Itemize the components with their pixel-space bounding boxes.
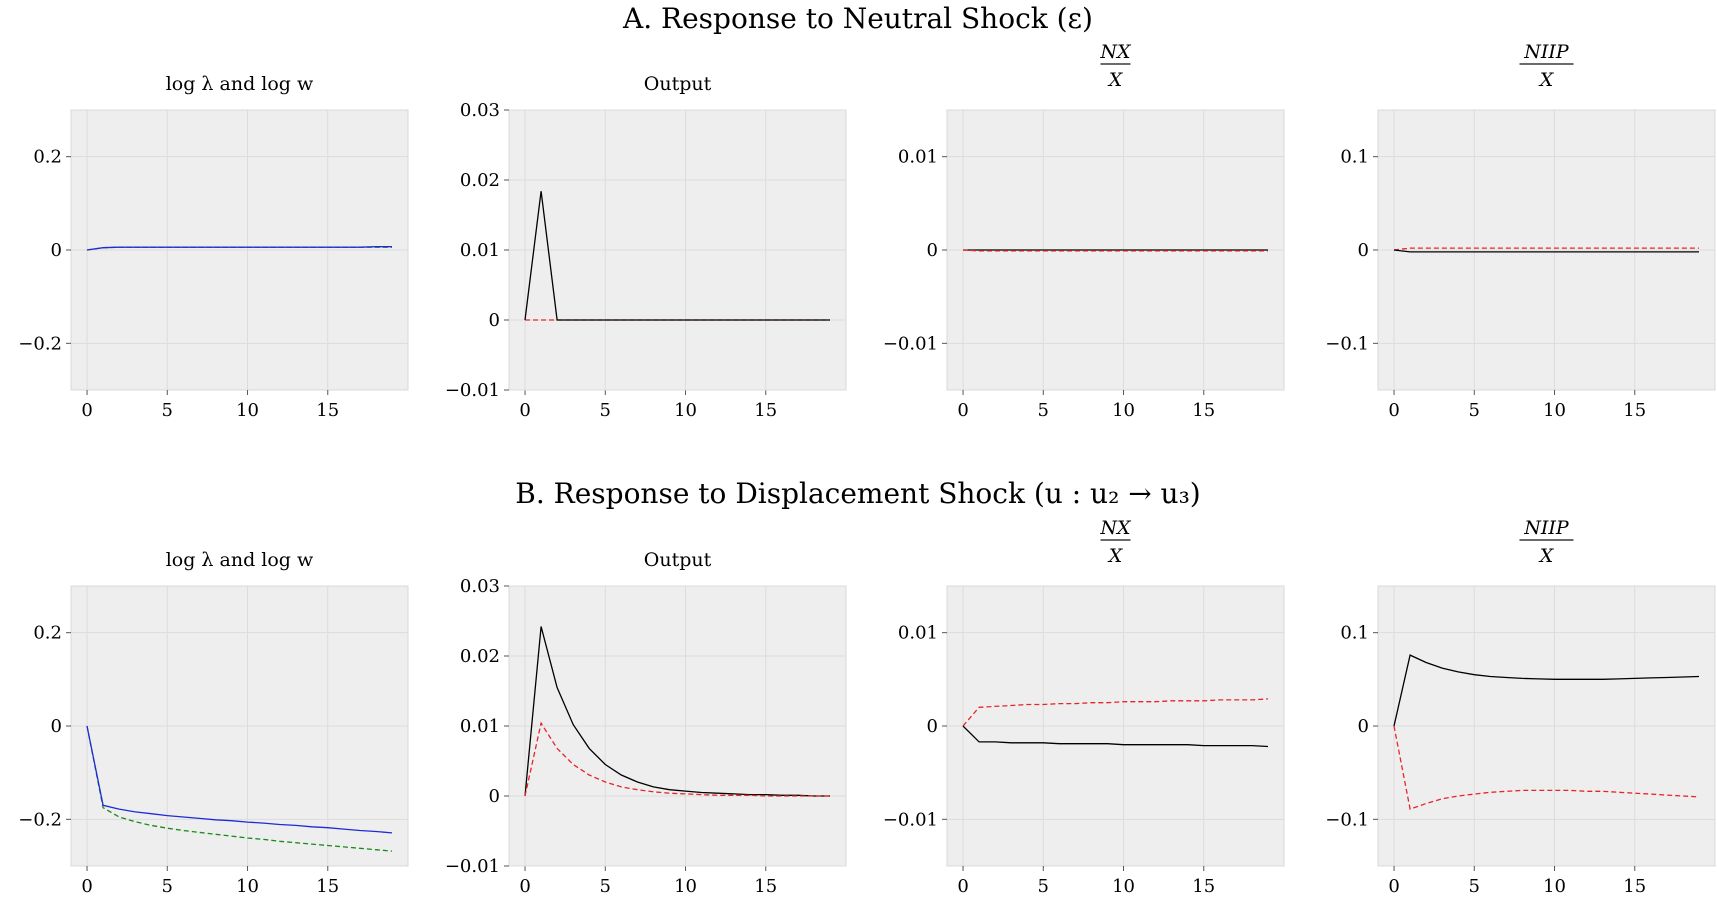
x-tick-label: 15 bbox=[1623, 876, 1646, 897]
x-tick-label: 15 bbox=[1623, 400, 1646, 421]
y-tick-label: 0.1 bbox=[1340, 147, 1369, 168]
panel-title-numerator: NX bbox=[1099, 41, 1132, 63]
x-tick-label: 15 bbox=[754, 400, 777, 421]
y-tick-label: 0 bbox=[51, 240, 62, 261]
x-tick-label: 10 bbox=[236, 400, 259, 421]
y-tick-label: 0 bbox=[489, 310, 500, 331]
chart-panel: 0 5 10 15 0.01 0 −0.01 NX X bbox=[883, 517, 1285, 897]
x-tick-label: 15 bbox=[1192, 400, 1215, 421]
series-line-blue bbox=[86, 725, 393, 834]
x-tick-label: 10 bbox=[1543, 876, 1566, 897]
y-tick-label: 0.01 bbox=[898, 623, 938, 644]
x-tick-label: 0 bbox=[1388, 876, 1399, 897]
series-line-blue bbox=[86, 246, 392, 251]
series-line-black bbox=[524, 191, 830, 321]
series-line-red bbox=[1393, 247, 1699, 251]
x-tick-label: 10 bbox=[1543, 400, 1566, 421]
x-tick-label: 5 bbox=[1038, 400, 1049, 421]
y-tick-label: 0.1 bbox=[1340, 623, 1369, 644]
x-tick-label: 10 bbox=[674, 400, 697, 421]
panel-title: Output bbox=[644, 73, 712, 95]
y-tick-label: 0 bbox=[51, 716, 62, 737]
chart-panel: 0 5 10 15 0.2 0 −0.2 log λ and log w bbox=[18, 549, 409, 897]
series-line-black bbox=[962, 725, 1269, 748]
chart-panel: 0 5 10 15 0.03 0.02 0.01 0 −0.01 Output bbox=[445, 73, 847, 421]
x-tick-label: 10 bbox=[236, 876, 259, 897]
y-tick-label: −0.01 bbox=[883, 809, 938, 830]
y-tick-label: −0.1 bbox=[1325, 809, 1369, 830]
y-tick-label: 0.01 bbox=[460, 716, 500, 737]
y-tick-label: −0.2 bbox=[18, 333, 62, 354]
x-tick-label: 5 bbox=[162, 400, 173, 421]
x-tick-label: 15 bbox=[1192, 876, 1215, 897]
chart-panel: 0 5 10 15 0.1 0 −0.1 NIIP X bbox=[1325, 41, 1716, 421]
y-tick-label: −0.01 bbox=[445, 380, 500, 401]
x-tick-label: 0 bbox=[957, 876, 968, 897]
section-title-a: A. Response to Neutral Shock (ε) bbox=[622, 2, 1093, 35]
chart-panel: 0 5 10 15 0.03 0.02 0.01 0 −0.01 Output bbox=[445, 549, 847, 897]
y-tick-label: −0.01 bbox=[445, 856, 500, 877]
y-tick-label: −0.2 bbox=[18, 809, 62, 830]
y-tick-label: 0 bbox=[927, 240, 938, 261]
x-tick-label: 0 bbox=[957, 400, 968, 421]
x-tick-label: 10 bbox=[1112, 400, 1135, 421]
y-tick-label: 0.2 bbox=[33, 623, 62, 644]
x-tick-label: 15 bbox=[754, 876, 777, 897]
panel-title-numerator: NIIP bbox=[1523, 41, 1570, 63]
x-tick-label: 0 bbox=[519, 876, 530, 897]
y-tick-label: 0.01 bbox=[898, 147, 938, 168]
y-tick-label: 0.2 bbox=[33, 147, 62, 168]
x-tick-label: 15 bbox=[316, 876, 339, 897]
x-tick-label: 10 bbox=[1112, 876, 1135, 897]
series-line-red bbox=[1393, 725, 1700, 810]
panel-title-denominator: X bbox=[1538, 69, 1555, 91]
chart-panel: 0 5 10 15 0.1 0 −0.1 NIIP X bbox=[1325, 517, 1716, 897]
x-tick-label: 5 bbox=[600, 400, 611, 421]
y-tick-label: −0.01 bbox=[883, 333, 938, 354]
series-line-green bbox=[86, 725, 393, 852]
y-tick-label: 0 bbox=[489, 786, 500, 807]
y-tick-label: 0 bbox=[1358, 240, 1369, 261]
y-tick-label: 0.03 bbox=[460, 576, 500, 597]
series-line-red bbox=[962, 249, 1268, 252]
x-tick-label: 0 bbox=[519, 400, 530, 421]
panel-title: log λ and log w bbox=[166, 549, 314, 571]
series-line-black bbox=[524, 626, 830, 797]
y-tick-label: 0.03 bbox=[460, 100, 500, 121]
x-tick-label: 5 bbox=[1038, 876, 1049, 897]
panel-title: Output bbox=[644, 549, 712, 571]
y-tick-label: 0.02 bbox=[460, 646, 500, 667]
x-tick-label: 5 bbox=[1469, 400, 1480, 421]
section-title-b: B. Response to Displacement Shock (u : u… bbox=[515, 477, 1200, 510]
chart-panel: 0 5 10 15 0.2 0 −0.2 log λ and log w bbox=[18, 73, 409, 421]
panel-title-denominator: X bbox=[1107, 545, 1124, 567]
series-line-black bbox=[1393, 249, 1699, 253]
chart-panel: 0 5 10 15 0.01 0 −0.01 NX X bbox=[883, 41, 1285, 421]
y-tick-label: 0 bbox=[927, 716, 938, 737]
x-tick-label: 5 bbox=[600, 876, 611, 897]
panel-title: log λ and log w bbox=[166, 73, 314, 95]
series-line-black bbox=[1393, 654, 1700, 727]
panel-title-denominator: X bbox=[1538, 545, 1555, 567]
y-tick-label: 0 bbox=[1358, 716, 1369, 737]
x-tick-label: 5 bbox=[1469, 876, 1480, 897]
y-tick-label: 0.02 bbox=[460, 170, 500, 191]
panel-title-denominator: X bbox=[1107, 69, 1124, 91]
panel-title-numerator: NX bbox=[1099, 517, 1132, 539]
series-line-red bbox=[524, 721, 830, 797]
x-tick-label: 0 bbox=[1388, 400, 1399, 421]
x-tick-label: 10 bbox=[674, 876, 697, 897]
panel-title-numerator: NIIP bbox=[1523, 517, 1570, 539]
x-tick-label: 15 bbox=[316, 400, 339, 421]
series-line-red bbox=[962, 698, 1269, 727]
x-tick-label: 0 bbox=[81, 400, 92, 421]
x-tick-label: 5 bbox=[162, 876, 173, 897]
x-tick-label: 0 bbox=[81, 876, 92, 897]
y-tick-label: −0.1 bbox=[1325, 333, 1369, 354]
y-tick-label: 0.01 bbox=[460, 240, 500, 261]
